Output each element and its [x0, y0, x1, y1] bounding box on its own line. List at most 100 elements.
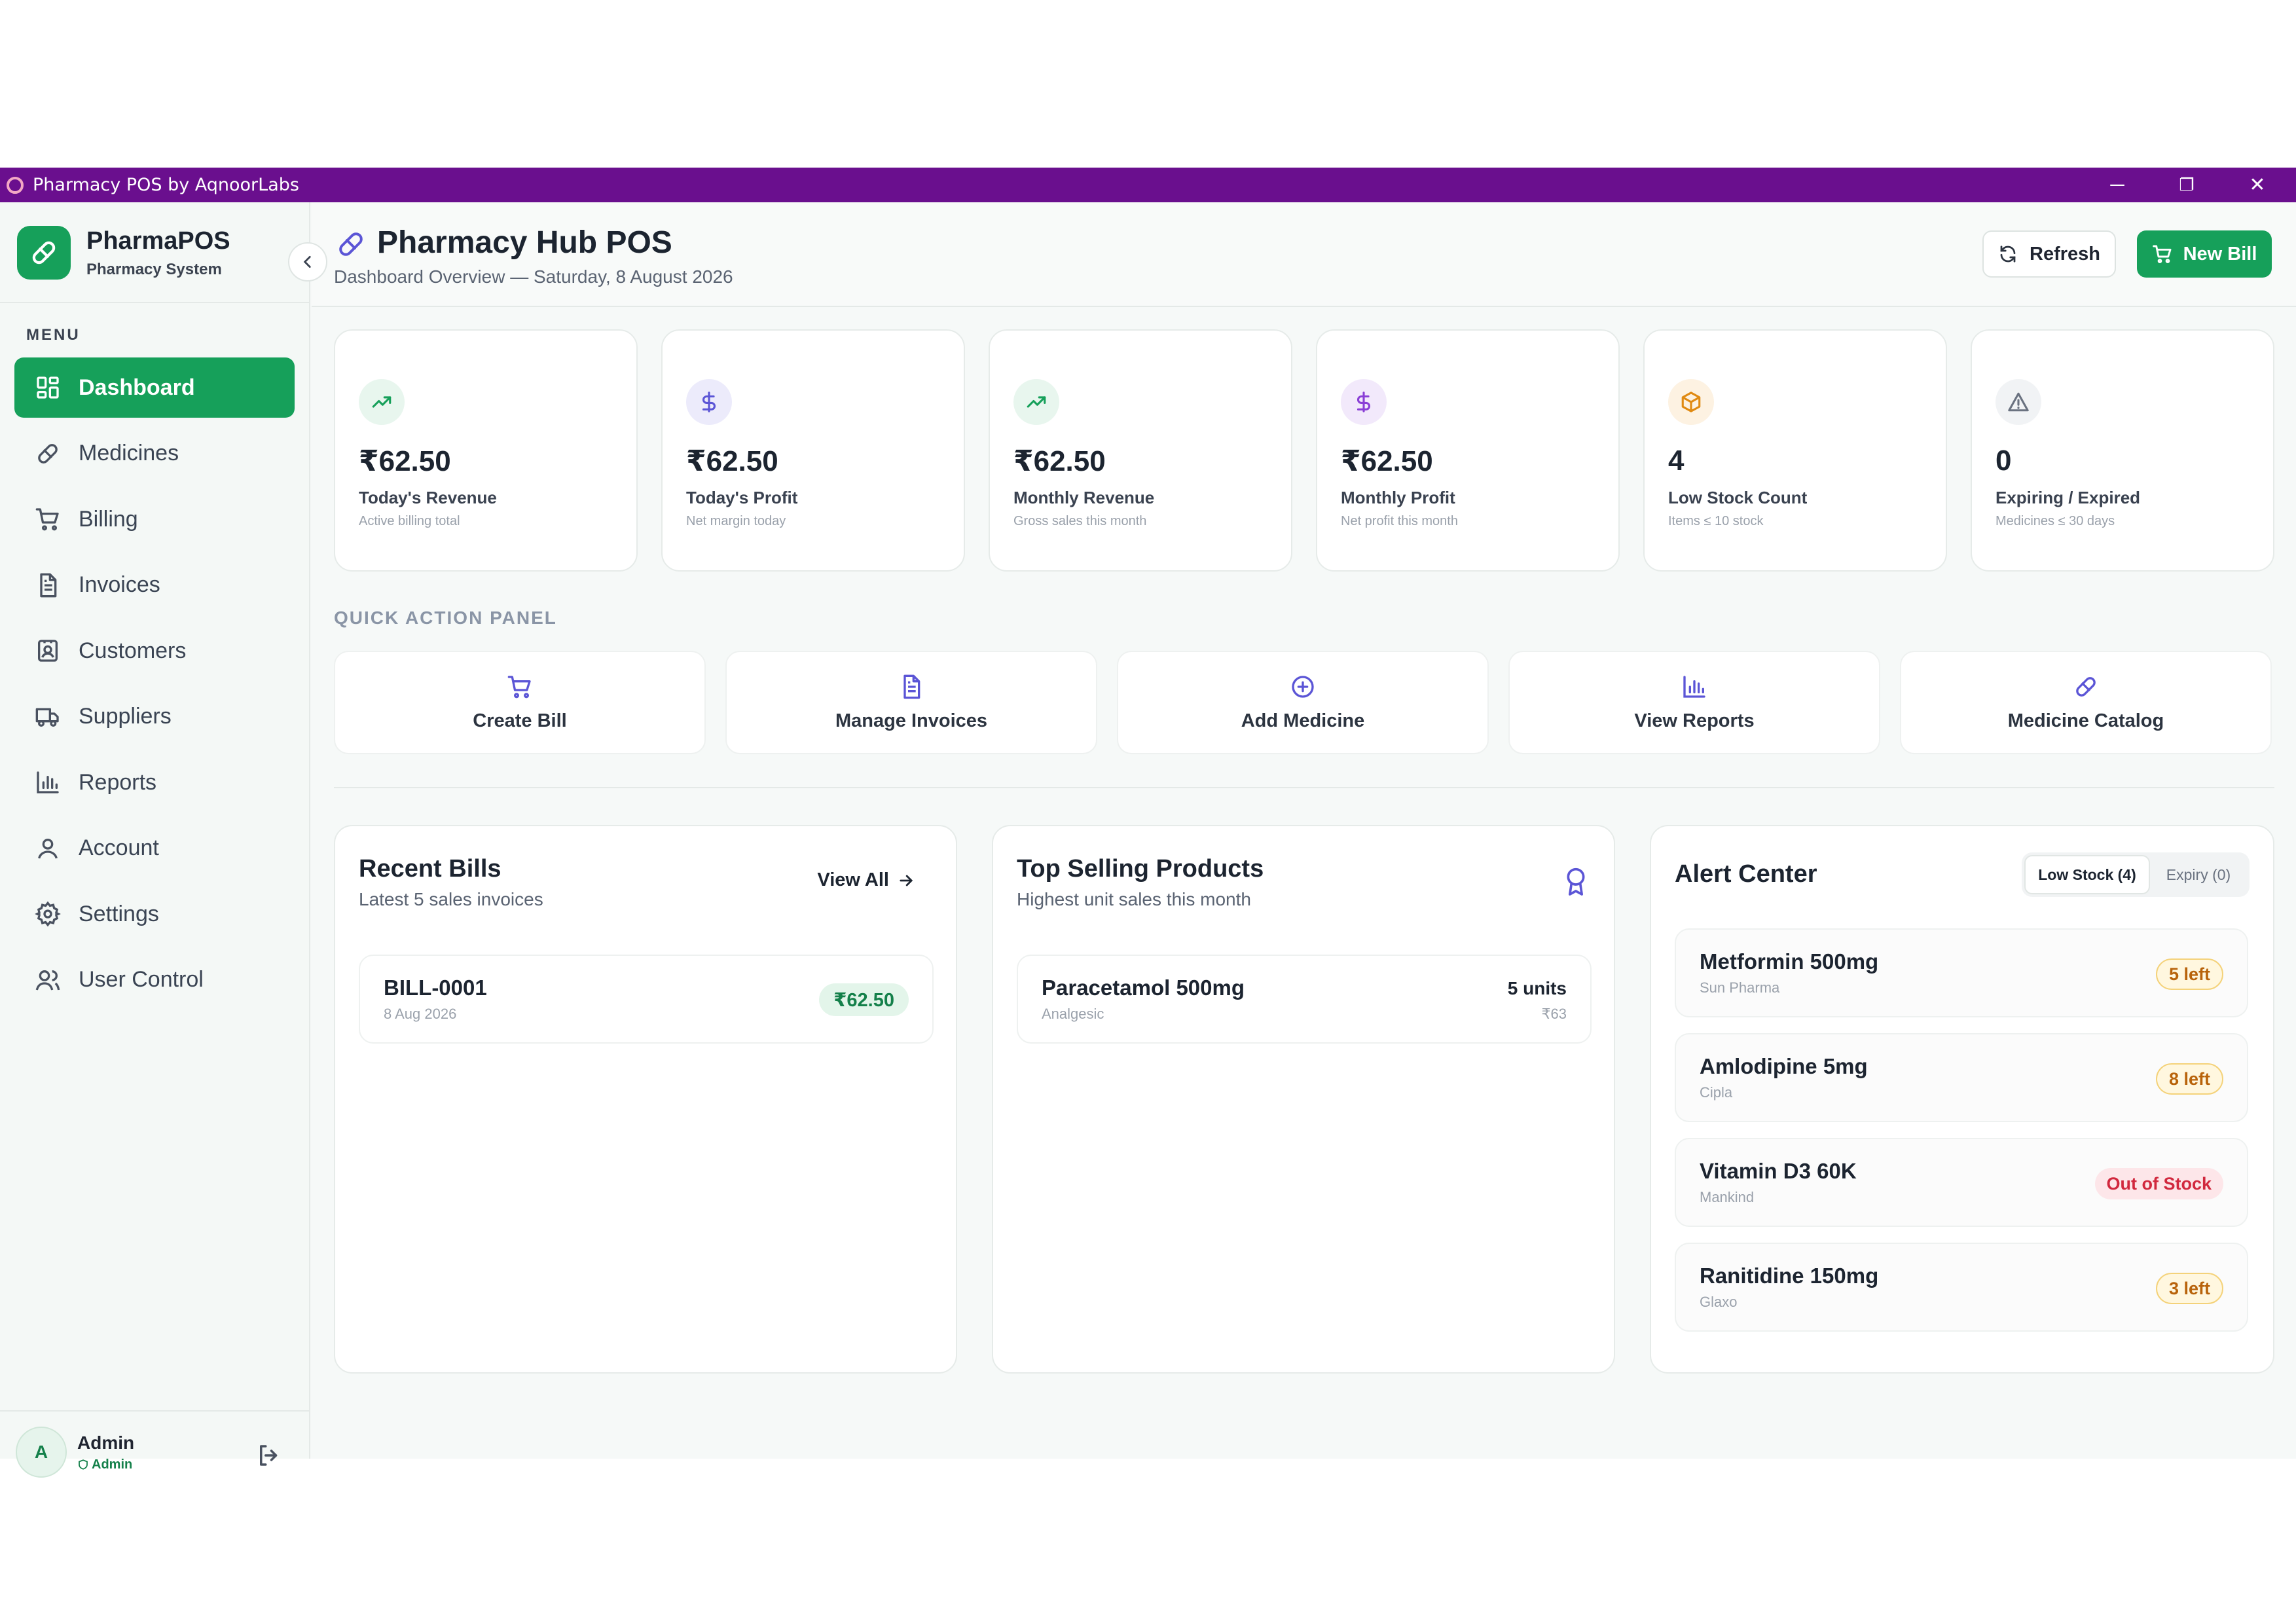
- stat-note: Net profit this month: [1341, 514, 1458, 528]
- quick-action-label: Manage Invoices: [835, 710, 988, 731]
- view-all-link[interactable]: View All: [817, 869, 915, 891]
- title-bar: Pharmacy POS by AqnoorLabs ─ ❐ ✕: [0, 168, 2296, 202]
- stat-label: Today's Profit: [686, 488, 798, 507]
- alert-manufacturer: Sun Pharma: [1700, 979, 1780, 996]
- cart-icon: [507, 674, 533, 700]
- app-window: Pharmacy POS by AqnoorLabs ─ ❐ ✕ PharmaP…: [0, 168, 2296, 1478]
- stat-note: Items ≤ 10 stock: [1668, 514, 1764, 528]
- alert-item[interactable]: Ranitidine 150mg Glaxo 3 left: [1675, 1243, 2248, 1332]
- sidebar-item-account[interactable]: Account: [14, 818, 295, 879]
- sidebar-item-label: Settings: [79, 901, 159, 926]
- window-title: Pharmacy POS by AqnoorLabs: [33, 175, 299, 195]
- sidebar-item-medicines[interactable]: Medicines: [14, 424, 295, 484]
- alert-item[interactable]: Metformin 500mg Sun Pharma 5 left: [1675, 928, 2248, 1017]
- product-units: 5 units: [1507, 978, 1567, 998]
- product-row[interactable]: Paracetamol 500mg Analgesic 5 units ₹63: [1017, 955, 1592, 1044]
- stat-card: ₹62.50 Today's Profit Net margin today: [661, 329, 965, 572]
- quick-action-create-bill[interactable]: Create Bill: [334, 651, 706, 754]
- restore-button[interactable]: ❐: [2179, 175, 2195, 194]
- sidebar-item-label: Reports: [79, 769, 157, 795]
- stat-card: ₹62.50 Monthly Revenue Gross sales this …: [989, 329, 1292, 572]
- stock-status-badge: 3 left: [2155, 1273, 2223, 1304]
- document-icon: [898, 674, 924, 700]
- stat-note: Active billing total: [359, 514, 460, 528]
- arrow-right-icon: [900, 875, 913, 886]
- close-button[interactable]: ✕: [2249, 174, 2266, 196]
- alert-medicine-name: Ranitidine 150mg: [1700, 1264, 1879, 1288]
- sidebar-divider: [0, 302, 310, 303]
- bill-id: BILL-0001: [384, 976, 487, 1000]
- product-name: Paracetamol 500mg: [1042, 976, 1245, 1000]
- menu-label: MENU: [26, 326, 81, 344]
- trending-up-icon: [359, 379, 405, 425]
- quick-action-manage-invoices[interactable]: Manage Invoices: [725, 651, 1097, 754]
- stats-row: ₹62.50 Today's Revenue Active billing to…: [334, 329, 2274, 572]
- warning-icon: [1995, 379, 2041, 425]
- trending-up-icon: [1013, 379, 1059, 425]
- tab-expiry[interactable]: Expiry (0): [2166, 866, 2231, 883]
- sidebar-item-billing[interactable]: Billing: [14, 489, 295, 549]
- user-role: Admin: [77, 1457, 134, 1472]
- view-all-label: View All: [817, 869, 889, 890]
- sidebar-item-suppliers[interactable]: Suppliers: [14, 687, 295, 747]
- refresh-button[interactable]: Refresh: [1982, 230, 2116, 278]
- document-icon: [33, 570, 63, 600]
- stat-label: Monthly Profit: [1341, 488, 1455, 507]
- dollar-icon: [1341, 379, 1387, 425]
- user-profile[interactable]: A Admin Admin: [16, 1427, 134, 1478]
- avatar: A: [16, 1427, 67, 1478]
- minimize-button[interactable]: ─: [2110, 173, 2124, 196]
- stat-note: Medicines ≤ 30 days: [1995, 514, 2115, 528]
- recent-bills-title: Recent Bills: [359, 855, 501, 883]
- sidebar-item-invoices[interactable]: Invoices: [14, 555, 295, 615]
- new-bill-button[interactable]: New Bill: [2137, 230, 2272, 278]
- sidebar-item-label: Dashboard: [79, 374, 195, 400]
- sidebar-item-label: Account: [79, 835, 159, 860]
- stat-card: 4 Low Stock Count Items ≤ 10 stock: [1643, 329, 1947, 572]
- alert-item[interactable]: Amlodipine 5mg Cipla 8 left: [1675, 1033, 2248, 1122]
- quick-action-add-medicine[interactable]: Add Medicine: [1117, 651, 1489, 754]
- sidebar-item-settings[interactable]: Settings: [14, 884, 295, 944]
- new-bill-label: New Bill: [2183, 243, 2257, 264]
- top-selling-subtitle: Highest unit sales this month: [1017, 889, 1251, 909]
- alert-manufacturer: Cipla: [1700, 1084, 1733, 1101]
- stat-label: Expiring / Expired: [1995, 488, 2141, 507]
- user-role-label: Admin: [92, 1457, 133, 1472]
- alert-center-title: Alert Center: [1675, 860, 1817, 888]
- bill-row[interactable]: BILL-0001 8 Aug 2026 ₹62.50: [359, 955, 934, 1044]
- brand-subtitle: Pharmacy System: [86, 260, 222, 278]
- collapse-sidebar-button[interactable]: [288, 242, 327, 282]
- stock-status-badge: Out of Stock: [2094, 1168, 2223, 1199]
- sidebar-item-label: Customers: [79, 638, 187, 663]
- sidebar-item-reports[interactable]: Reports: [14, 752, 295, 812]
- stat-card: 0 Expiring / Expired Medicines ≤ 30 days: [1971, 329, 2274, 572]
- sidebar-item-label: Suppliers: [79, 704, 172, 729]
- pill-icon: [33, 439, 63, 469]
- sidebar-divider-bottom: [0, 1410, 310, 1412]
- dollar-icon: [686, 379, 732, 425]
- alert-item[interactable]: Vitamin D3 60K Mankind Out of Stock: [1675, 1138, 2248, 1227]
- tab-low-stock[interactable]: Low Stock (4): [2024, 855, 2150, 894]
- bill-amount-badge: ₹62.50: [819, 983, 909, 1016]
- chevron-left-icon: [303, 256, 311, 268]
- sidebar-item-customers[interactable]: Customers: [14, 621, 295, 681]
- sidebar-item-dashboard[interactable]: Dashboard: [14, 357, 295, 418]
- stat-value: ₹62.50: [1341, 445, 1433, 477]
- stat-card: ₹62.50 Today's Revenue Active billing to…: [334, 329, 638, 572]
- truck-icon: [33, 702, 63, 732]
- brand-name: PharmaPOS: [86, 227, 230, 255]
- section-divider: [334, 787, 2274, 788]
- brand: PharmaPOS Pharmacy System: [17, 226, 230, 280]
- quick-action-view-reports[interactable]: View Reports: [1508, 651, 1880, 754]
- stat-label: Monthly Revenue: [1013, 488, 1155, 507]
- page-subtitle: Dashboard Overview — Saturday, 8 August …: [334, 266, 733, 287]
- sidebar-item-user-control[interactable]: User Control: [14, 950, 295, 1010]
- sidebar: PharmaPOS Pharmacy System MENU Dashboard…: [0, 202, 310, 1478]
- logout-icon[interactable]: [255, 1442, 283, 1472]
- pill-icon: [335, 228, 367, 263]
- quick-action-label: Add Medicine: [1241, 710, 1365, 731]
- alert-medicine-name: Vitamin D3 60K: [1700, 1159, 1857, 1183]
- quick-action-medicine-catalog[interactable]: Medicine Catalog: [1900, 651, 2272, 754]
- refresh-label: Refresh: [2030, 243, 2100, 264]
- stat-value: ₹62.50: [1013, 445, 1106, 477]
